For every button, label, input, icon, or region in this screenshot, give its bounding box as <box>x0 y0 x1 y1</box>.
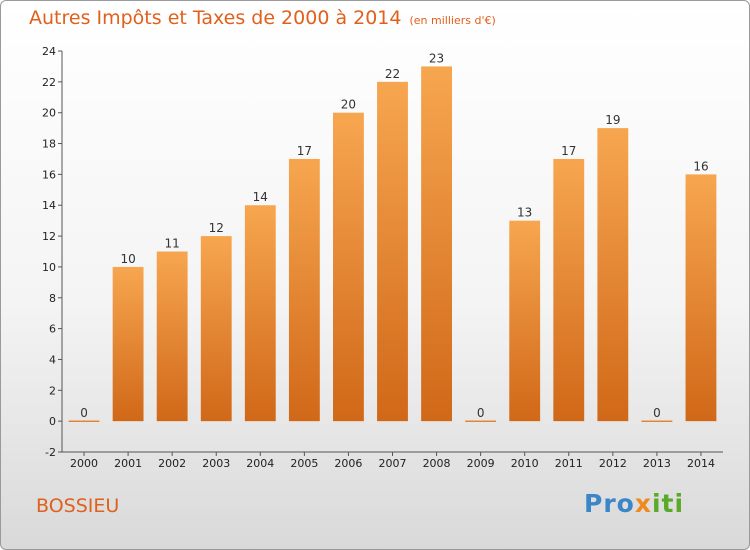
data-label: 13 <box>517 206 532 220</box>
x-tick-label: 2013 <box>643 457 671 470</box>
bar <box>288 158 320 422</box>
bar <box>68 420 100 422</box>
x-tick-label: 2001 <box>114 457 142 470</box>
data-label: 0 <box>653 406 661 420</box>
title-row: Autres Impôts et Taxes de 2000 à 2014 (en… <box>29 7 496 29</box>
data-label: 12 <box>209 221 224 235</box>
logo-part-1: Pro <box>584 489 635 518</box>
y-tick-label: 4 <box>49 353 56 366</box>
x-tick-label: 2007 <box>379 457 407 470</box>
y-tick-label: 10 <box>42 261 56 274</box>
x-tick-label: 2011 <box>555 457 583 470</box>
chart-title: Autres Impôts et Taxes de 2000 à 2014 <box>29 7 402 29</box>
y-tick-label: 14 <box>42 199 56 212</box>
bar <box>685 174 717 422</box>
y-tick-label: 0 <box>49 415 56 428</box>
x-tick-label: 2000 <box>70 457 98 470</box>
bar <box>200 236 232 422</box>
bar <box>509 220 541 422</box>
value-labels: 0 10 11 12 14 17 20 22 23 0 13 17 19 0 16 <box>80 51 708 420</box>
x-tick-label: 2014 <box>687 457 715 470</box>
x-tick-label: 2003 <box>202 457 230 470</box>
data-label: 17 <box>561 144 576 158</box>
x-tick-label: 2002 <box>158 457 186 470</box>
data-label: 10 <box>120 252 135 266</box>
data-label: 16 <box>693 159 708 173</box>
bar <box>597 128 629 422</box>
y-tick-label: 16 <box>42 168 56 181</box>
y-tick-label: 22 <box>42 76 56 89</box>
data-label: 0 <box>477 406 485 420</box>
bar <box>465 420 497 422</box>
bar <box>553 158 585 422</box>
data-label: 20 <box>341 98 356 112</box>
bar <box>156 251 188 422</box>
logo-part-2: x <box>634 489 652 518</box>
y-tick-label: 24 <box>42 45 56 58</box>
y-tick-label: -2 <box>45 446 56 459</box>
y-tick-label: 8 <box>49 292 56 305</box>
proxiti-logo: Proxiti <box>584 489 684 518</box>
data-label: 22 <box>385 67 400 81</box>
y-tick-label: 20 <box>42 107 56 120</box>
data-label: 23 <box>429 51 444 65</box>
y-tick-label: 2 <box>49 384 56 397</box>
data-label: 19 <box>605 113 620 127</box>
bar <box>421 66 452 422</box>
bar <box>244 205 276 422</box>
x-tick-label: 2012 <box>599 457 627 470</box>
bar <box>641 420 673 422</box>
bars <box>68 66 717 422</box>
y-tick-label: 12 <box>42 230 56 243</box>
bar <box>333 112 364 422</box>
data-label: 0 <box>80 406 88 420</box>
data-label: 14 <box>253 190 268 204</box>
bar <box>112 266 144 422</box>
chart-subtitle: (en milliers d'€) <box>409 14 496 27</box>
bar <box>377 81 408 422</box>
logo-part-3: iti <box>651 489 685 518</box>
x-tick-label: 2010 <box>511 457 539 470</box>
y-tick-label: 6 <box>49 323 56 336</box>
data-label: 11 <box>165 237 180 251</box>
x-tick-label: 2005 <box>290 457 318 470</box>
x-tick-label: 2008 <box>423 457 451 470</box>
x-tick-label: 2009 <box>467 457 495 470</box>
y-tick-label: 18 <box>42 138 56 151</box>
commune-name: BOSSIEU <box>36 495 120 517</box>
data-label: 17 <box>297 144 312 158</box>
x-tick-label: 2006 <box>334 457 362 470</box>
x-tick-label: 2004 <box>246 457 274 470</box>
